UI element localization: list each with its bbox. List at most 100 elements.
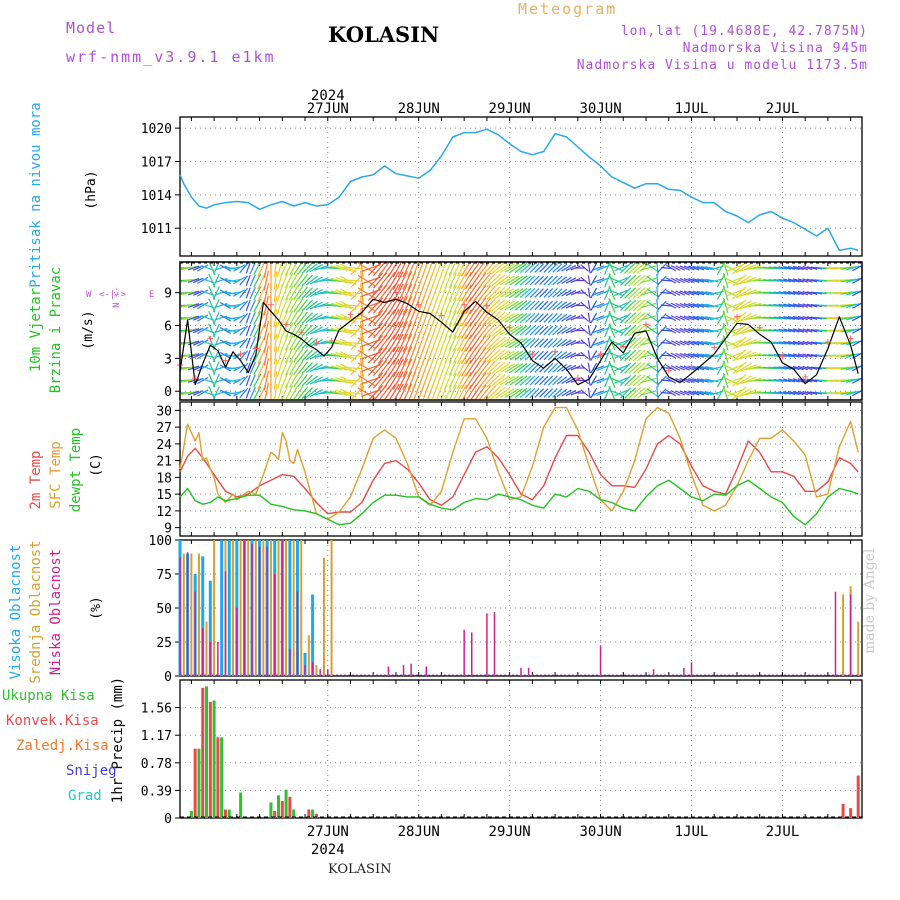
precip-legend-item: Ukupna Kisa: [2, 688, 95, 704]
wind-arrow: [688, 315, 700, 321]
wind-arrow: [212, 373, 220, 388]
wind-arrow: [524, 312, 536, 324]
wind-arrow: [604, 262, 611, 275]
y-tick-label: 25: [156, 636, 172, 651]
wind-arrow: [561, 264, 572, 272]
wind-arrow: [297, 311, 309, 325]
wind-arrow: [580, 289, 589, 297]
cloud-bar-mid: [197, 553, 200, 676]
wind-arrow: [326, 316, 343, 320]
wind-arrow: [608, 310, 616, 326]
wind-arrow: [656, 273, 659, 288]
precip-bar-conv: [849, 808, 853, 818]
wind-arrow: [797, 390, 808, 396]
wind-arrow: [624, 312, 637, 324]
wind-arrow: [787, 340, 800, 346]
y-tick-label: 21: [156, 455, 172, 470]
wind-arrow: [534, 388, 544, 398]
wind-arrow: [561, 276, 572, 285]
wind-marker: [597, 351, 604, 357]
wind-arrow: [722, 347, 729, 364]
wind-arrow: [297, 361, 309, 375]
wind-arrow: [797, 340, 808, 346]
wind-arrow: [640, 277, 657, 284]
y-tick-label: 0: [164, 670, 172, 685]
wind-arrow: [524, 325, 536, 336]
wind-arrow: [732, 286, 747, 300]
wind-arrow: [227, 291, 242, 295]
wind-arrow: [846, 278, 860, 283]
wind-arrow: [632, 374, 646, 387]
wind-arrow: [670, 327, 681, 334]
wind-arrow: [460, 346, 472, 365]
wind-arrow: [524, 262, 536, 274]
wind-arrow: [608, 323, 616, 338]
wind-arrow: [473, 272, 487, 289]
wind-marker: [756, 324, 763, 331]
wind-arrow: [456, 372, 467, 389]
wind-arrow: [561, 326, 572, 335]
wind-arrow: [280, 334, 289, 352]
wind-arrow: [716, 348, 726, 363]
wind-arrow: [456, 284, 467, 302]
wind-arrow: [343, 329, 362, 332]
wind-arrow: [289, 310, 299, 326]
wind-arrow: [343, 316, 362, 320]
wind-arrow: [592, 365, 605, 371]
wind-arrow: [797, 365, 808, 371]
wind-arrow: [646, 388, 660, 398]
wind-arrow: [367, 335, 384, 351]
wind-arrow: [632, 362, 646, 374]
wind-arrow: [233, 376, 246, 385]
wind-arrow: [343, 366, 362, 370]
wind-arrow: [628, 337, 642, 349]
wind-arrow: [783, 391, 796, 395]
wind-arrow: [509, 388, 524, 398]
wind-arrow: [556, 263, 568, 273]
wind-arrow: [524, 375, 536, 386]
wind-arrow: [783, 316, 796, 320]
wind-arrow: [305, 313, 318, 323]
wind-arrow: [187, 315, 200, 321]
compass-e: E: [149, 290, 154, 300]
wind-arrow: [787, 278, 800, 283]
wind-arrow: [556, 301, 568, 310]
wind-arrow: [263, 345, 270, 366]
cloud-bar-low: [410, 663, 412, 676]
wind-arrow: [722, 322, 729, 339]
wind-arrow: [846, 340, 860, 346]
wind-arrow: [392, 321, 404, 340]
wind-arrow: [330, 315, 348, 321]
wind-arrow: [590, 262, 598, 274]
wind-arrow: [284, 272, 294, 289]
wind-arrow: [543, 375, 554, 386]
wind-arrow: [263, 358, 270, 378]
wind-arrow: [444, 359, 453, 377]
wind-arrow: [609, 264, 624, 272]
wind-arrow: [587, 362, 591, 374]
wind-arrow: [397, 346, 408, 365]
wind-arrow: [592, 290, 605, 296]
wind-arrow: [495, 362, 511, 374]
wind-arrow: [604, 286, 611, 300]
day-label-top: 2JUL: [766, 101, 800, 117]
wind-arrow: [284, 262, 293, 276]
wind-arrow: [212, 336, 220, 350]
wind-arrow: [632, 349, 646, 362]
wind-marker: [313, 340, 320, 347]
wind-arrow: [343, 354, 362, 357]
wind-arrow: [335, 339, 352, 347]
wind-arrow: [197, 276, 209, 285]
wind-arrow: [233, 364, 246, 372]
day-label-top: 1JUL: [675, 101, 709, 117]
wind-arrow: [343, 266, 362, 270]
wind-arrow: [726, 339, 743, 347]
cloud-bar-low: [258, 546, 261, 676]
wind-arrow: [227, 378, 242, 383]
wind-marker: [370, 289, 377, 296]
wind-arrow: [806, 378, 818, 383]
wind-arrow: [273, 371, 278, 390]
wind-arrow: [335, 276, 352, 285]
wind-arrow: [604, 373, 611, 388]
